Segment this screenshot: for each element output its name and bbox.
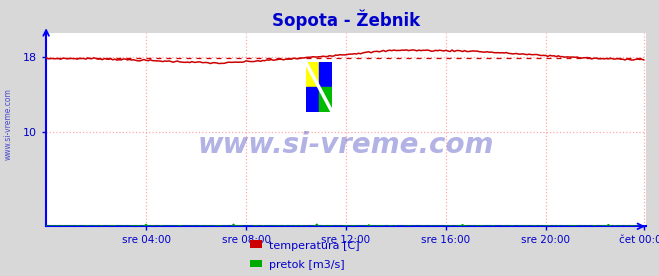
Bar bbox=[306, 87, 319, 112]
Text: www.si-vreme.com: www.si-vreme.com bbox=[3, 88, 13, 160]
Bar bbox=[319, 62, 332, 87]
Bar bbox=[319, 87, 332, 112]
Title: Sopota - Žebnik: Sopota - Žebnik bbox=[272, 10, 420, 30]
Text: temperatura [C]: temperatura [C] bbox=[269, 241, 360, 251]
Text: pretok [m3/s]: pretok [m3/s] bbox=[269, 260, 345, 270]
Bar bbox=[306, 62, 319, 87]
Text: www.si-vreme.com: www.si-vreme.com bbox=[198, 131, 494, 159]
